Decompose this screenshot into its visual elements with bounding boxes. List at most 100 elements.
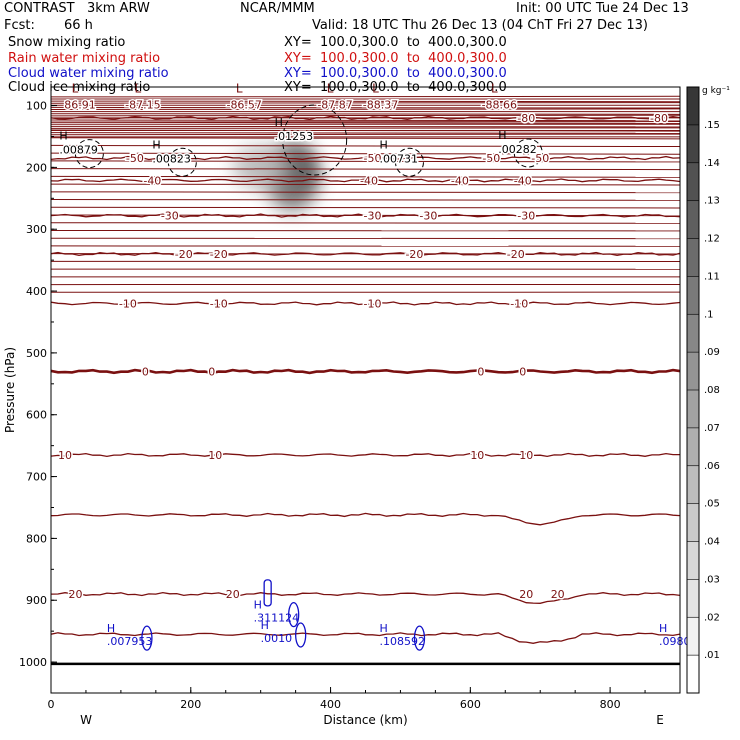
cloud-water-contour-layer [141,579,426,651]
colorbar-unit: g kg⁻¹ [702,86,730,96]
program-title: CONTRAST 3km ARW [4,1,150,16]
cloud-water-contour [413,625,426,651]
isotherm-line [51,114,680,117]
cloud-water-contour [263,579,272,607]
contour-label-layer: -80 -80 -50 -50 -50 -50 -40 -40 -40 -40 -30 -30 -30 -… [56,81,691,648]
isotherm-line [51,119,680,122]
snow-contour [513,138,543,168]
cloud-water-max-value: .0980 [659,635,691,648]
y-tick-label: 700 [26,471,47,484]
snow-max-marker: H [275,116,283,129]
cloud-water-max-marker: H [659,622,667,635]
snow-contour [74,139,104,169]
cloud-water-contour [288,601,300,628]
isotherm-label: 10 [208,449,222,462]
isotherm-label: -50 [364,152,382,165]
colorbar-swatch [687,617,699,656]
colorbar-tick-label: .09 [704,347,720,358]
isotherm-label: -10 [510,297,528,310]
isotherm-line [51,175,680,178]
isotherm-label: -40 [451,174,469,187]
colorbar-swatch [687,541,699,580]
isotherm-line [51,127,680,129]
isotherm-label: 0 [519,365,526,378]
isotherm-label: -50 [482,152,500,165]
isotherm-label: -20 [175,248,193,261]
y-tick-label: 900 [26,594,47,607]
colorbar-swatch [687,352,699,391]
isotherm-label: -20 [210,248,228,261]
isotherm-label: -20 [507,248,525,261]
colorbar-swatch [687,124,699,164]
colorbar-tick-label: .13 [704,196,720,207]
y-axis-label: Pressure (hPa) [3,347,17,433]
isotherm-line [51,100,680,103]
cloud-water-max-marker: H [379,622,387,635]
isotherm-label: -30 [419,210,437,223]
isotherm-line [51,144,680,148]
field-name-rain: Rain water mixing ratio [8,51,161,66]
isotherm-line [51,191,680,194]
isotherm-label: 20 [226,588,240,601]
field-name-snow: Snow mixing ratio [8,35,126,50]
isotherm-line [51,137,680,140]
cloud-water-contour [295,622,307,648]
isotherm--20 [51,251,680,257]
isotherm-0 [51,368,680,375]
y-tick-label: 300 [26,223,47,236]
colorbar: .01 .02 .03 .04 .05 .06 .07 .08 .09 .1 .11 .12 .13 .1… [686,86,730,694]
colorbar-tick-label: .1 [704,309,714,320]
low-marker: L [72,81,79,95]
colorbar-tick-label: .04 [704,537,720,548]
snow-contour-layer [74,104,543,177]
colorbar-swatch [687,579,699,618]
y-tick-label: 800 [26,532,47,545]
colorbar-tick-label: .08 [704,385,720,396]
field-xy-rain: XY= 100.0,300.0 to 400.0,300.0 [284,51,507,66]
isotherm-label: -50 [126,152,144,165]
colorbar-tick-label: .01 [704,650,720,661]
colorbar-swatch [687,200,699,239]
isotherm-line [51,206,680,209]
isotherm-line [51,199,680,201]
org-label: NCAR/MMM [240,1,315,16]
isotherm-20 [51,591,680,604]
colorbar-swatch [687,162,699,202]
x-tick-label: 600 [460,698,481,711]
isotherm--50 [51,155,680,161]
isotherm-line [51,129,680,132]
isotherm-label: 20 [68,588,82,601]
isotherm-10 [51,452,680,458]
colorbar-swatch [687,465,699,505]
isotherm-label: -10 [119,297,137,310]
colorbar-tick-label: .07 [704,423,720,434]
isotherm-label: -30 [161,210,179,223]
isotherm-line [51,108,680,111]
isotherm-line [51,113,680,115]
isotherm-label: -20 [405,248,423,261]
low-marker: L [135,81,142,95]
isotherm-label: 20 [551,588,565,601]
snow-contour [282,104,348,176]
x-tick-label: 0 [48,698,55,711]
snow-max-marker: H [59,130,67,143]
colorbar-swatch [687,503,699,542]
isotherm-line [51,168,680,171]
isotherm--40 [51,178,680,183]
colorbar-swatch [687,314,699,353]
isotherm-label: 10 [58,449,72,462]
isotherm-line [51,102,680,104]
isotherm-unlabeled [51,632,680,644]
colorbar-swatch [687,390,699,429]
low-marker: L [491,81,498,95]
isotherm-label: 10 [470,449,484,462]
x-axis-label: Distance (km) [323,713,407,727]
colorbar-tick-label: .15 [704,120,720,131]
ice-shading-blob [232,145,289,190]
isotherm--30 [51,213,680,218]
y-tick-label: 100 [26,100,47,113]
isotherm-label: 0 [477,365,484,378]
low-value: -87.87 [317,98,352,111]
colorbar-swatch [687,276,699,315]
snow-contour [167,147,197,177]
